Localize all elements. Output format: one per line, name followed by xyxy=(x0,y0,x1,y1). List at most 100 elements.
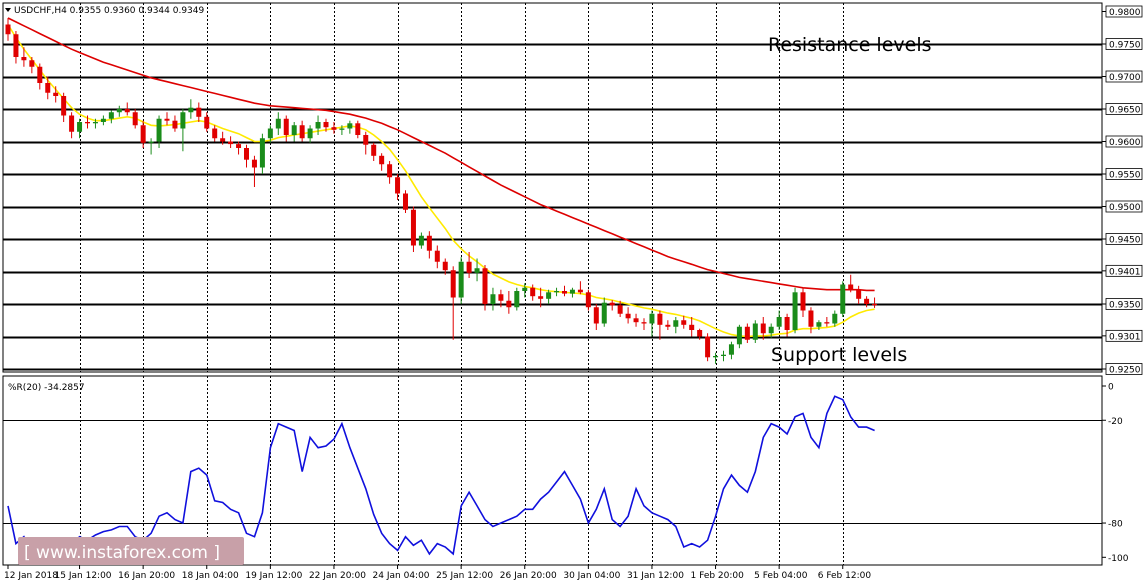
price-label-box xyxy=(1105,168,1143,180)
price-tick-label: 0.9550 xyxy=(1109,171,1141,181)
candle-bear xyxy=(45,83,51,93)
time-tick-label: 19 Jan 12:00 xyxy=(245,571,302,581)
candle-bear xyxy=(196,107,202,117)
candle-bear xyxy=(61,96,67,116)
candle-bear xyxy=(426,235,432,251)
candle-bull xyxy=(569,289,575,294)
candle-bear xyxy=(355,123,361,135)
candle-bear xyxy=(13,34,19,57)
candle-bull xyxy=(108,112,114,119)
moving-averages xyxy=(7,17,875,338)
time-tick-label: 16 Jan 20:00 xyxy=(118,571,175,581)
candle-bull xyxy=(601,302,607,324)
candle-bull xyxy=(474,268,480,273)
candle-bear xyxy=(848,284,854,290)
candle-bear xyxy=(29,60,35,67)
time-tick-label: 18 Jan 04:00 xyxy=(182,571,239,581)
candle-bull xyxy=(522,287,528,291)
candle-bear xyxy=(387,164,393,178)
candle-bear xyxy=(450,270,456,298)
price-tick-label: 0.9800 xyxy=(1109,8,1141,18)
candle-bull xyxy=(673,320,679,327)
price-tick-label: 0.9750 xyxy=(1109,41,1141,51)
price-tick-label: 0.9700 xyxy=(1109,73,1141,83)
wpr-tick-label: -20 xyxy=(1108,417,1123,427)
wpr-tick-label: -80 xyxy=(1108,520,1123,530)
candle-bear xyxy=(172,120,178,129)
candle-bear xyxy=(69,115,75,132)
price-label-box xyxy=(1105,363,1143,375)
collapse-arrow-icon[interactable] xyxy=(5,8,11,12)
candle-bull xyxy=(490,294,496,304)
time-tick-label: 26 Jan 20:00 xyxy=(500,571,557,581)
candle-bear xyxy=(395,177,401,194)
wpr-tick-label: 0 xyxy=(1108,383,1114,393)
candle-bull xyxy=(736,326,742,345)
candle-bear xyxy=(784,317,790,330)
time-tick-label: 1 Feb 20:00 xyxy=(691,571,745,581)
candle-bear xyxy=(212,128,218,139)
candle-bull xyxy=(307,128,313,139)
candle-bull xyxy=(275,118,281,129)
candle-bull xyxy=(156,118,162,142)
candle-bear xyxy=(21,57,27,61)
wpr-tick-label: -100 xyxy=(1108,554,1129,564)
price-tick-label: 0.9250 xyxy=(1109,366,1141,376)
candle-bull xyxy=(458,261,464,298)
candle-bull xyxy=(546,292,552,299)
candle-bull xyxy=(713,356,719,358)
time-tick-label: 5 Feb 04:00 xyxy=(754,571,808,581)
candle-bear xyxy=(442,261,448,271)
time-tick-label: 24 Jan 04:00 xyxy=(373,571,430,581)
candle-bear xyxy=(434,250,440,262)
candle-bear xyxy=(633,318,639,323)
time-tick-label: 22 Jan 20:00 xyxy=(309,571,366,581)
price-label-box xyxy=(1105,264,1143,277)
candle-bear xyxy=(625,313,631,319)
candle-bull xyxy=(816,322,822,327)
candle-bear xyxy=(705,336,711,358)
candle-bear xyxy=(5,24,11,35)
price-label-box xyxy=(1105,5,1143,18)
main-panel-frame xyxy=(2,2,1103,373)
candle-bear xyxy=(85,122,90,124)
candle-bear xyxy=(466,261,472,273)
candle-bull xyxy=(100,118,106,122)
candle-bear xyxy=(760,323,766,334)
candle-bull xyxy=(180,112,186,129)
candle-bear xyxy=(681,320,687,325)
fast-moving-average-line xyxy=(7,24,875,338)
candle-bear xyxy=(562,291,567,294)
candle-bull xyxy=(554,291,560,293)
candle-bear xyxy=(657,313,663,325)
candles xyxy=(5,18,878,364)
price-tick-label: 0.9401 xyxy=(1109,267,1141,277)
price-tick-label: 0.9600 xyxy=(1109,138,1141,148)
time-tick-label: 15 Jan 12:00 xyxy=(55,571,112,581)
price-label-box xyxy=(1105,135,1143,148)
time-tick-label: 25 Jan 12:00 xyxy=(436,571,493,581)
candle-bear xyxy=(164,118,170,121)
candle-bear xyxy=(498,294,504,301)
price-tick-label: 0.9450 xyxy=(1109,236,1141,246)
candle-bull xyxy=(259,138,265,168)
price-tick-label: 0.9350 xyxy=(1109,301,1141,311)
price-tick-label: 0.9650 xyxy=(1109,106,1141,116)
support-annotation: Support levels xyxy=(771,344,907,366)
time-tick-label: 6 Feb 12:00 xyxy=(818,571,872,581)
candle-bear xyxy=(228,141,234,145)
time-tick-label: 31 Jan 12:00 xyxy=(627,571,684,581)
price-tick-label: 0.9301 xyxy=(1109,332,1141,342)
wpr-label: %R(20) -34.2857 xyxy=(8,383,85,393)
candle-bear xyxy=(864,298,870,304)
candle-bear xyxy=(697,330,703,337)
price-tick-label: 0.9500 xyxy=(1109,203,1141,213)
watermark-text: [ www.instaforex.com ] xyxy=(24,543,220,563)
price-label-box xyxy=(1105,233,1143,245)
candle-bear xyxy=(379,155,385,165)
candle-bear xyxy=(800,292,806,311)
candle-bear xyxy=(744,326,750,340)
candle-bear xyxy=(482,268,488,304)
